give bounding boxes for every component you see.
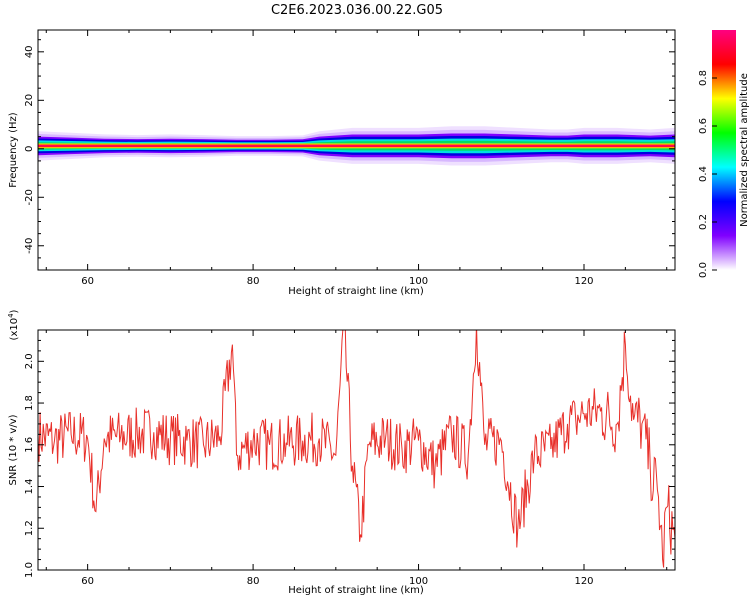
- y-tick-label: -40: [24, 238, 35, 254]
- colorbar-tick-label: 0.8: [698, 70, 709, 86]
- y-tick-label: 2.0: [24, 353, 35, 369]
- colorbar-tick-label: 0.4: [698, 166, 709, 182]
- snr-frame: [37, 329, 676, 571]
- colorbar-label: Normalized spectral amplitude: [739, 73, 750, 227]
- y-tick-label: 1.8: [24, 395, 35, 411]
- y-tick-label: 20: [24, 94, 35, 107]
- x-tick-label: 100: [409, 576, 428, 587]
- y-tick-label: 1.2: [24, 520, 35, 536]
- y-tick-label: 0: [24, 146, 35, 152]
- snr-xlabel: Height of straight line (km): [288, 585, 424, 596]
- colorbar-ticks: 0.0 0.2 0.4 0.6 0.8: [698, 70, 717, 278]
- heatmap-frame: [37, 29, 676, 271]
- snr-axes: 60 80 100 120 1.0 1.2 1.4 1.6 1.8 2.0: [24, 329, 675, 587]
- heatmap-xlabel: Height of straight line (km): [288, 286, 424, 297]
- y-tick-label: 40: [24, 45, 35, 58]
- colorbar-scale: [712, 30, 736, 270]
- colorbar-tick-label: 0.2: [698, 214, 709, 230]
- heatmap-axes: 60 80 100 120 -40 -20 0 20 40: [24, 30, 675, 287]
- heatmap-panel: 60 80 100 120 -40 -20 0 20 40 Height of straight…: [8, 29, 676, 297]
- y-tick-label: -20: [24, 189, 35, 205]
- x-tick-label: 120: [574, 276, 593, 287]
- x-tick-label: 80: [247, 576, 260, 587]
- x-tick-label: 60: [81, 276, 94, 287]
- colorbar-tick-label: 0.6: [698, 118, 709, 134]
- x-tick-label: 100: [409, 276, 428, 287]
- y-tick-label: 1.6: [24, 437, 35, 453]
- snr-ylabel: SNR (10 * v/v): [8, 414, 19, 485]
- snr-line: [38, 330, 675, 568]
- snr-series: [38, 330, 675, 568]
- x-tick-label: 60: [81, 576, 94, 587]
- colorbar: 0.0 0.2 0.4 0.6 0.8 Normalized spectral ampl…: [698, 30, 750, 278]
- y-tick-label: 1.4: [24, 479, 35, 495]
- heatmap-band: [38, 126, 675, 166]
- figure-title: C2E6.2023.036.00.22.G05: [271, 3, 443, 18]
- snr-scale-label: (x104): [7, 309, 20, 340]
- x-tick-label: 120: [574, 576, 593, 587]
- heatmap-ylabel: Frequency (Hz): [8, 112, 19, 188]
- y-tick-label: 1.0: [24, 562, 35, 578]
- x-tick-label: 80: [247, 276, 260, 287]
- snr-panel: 60 80 100 120 1.0 1.2 1.4 1.6 1.8 2.0 Height of s…: [7, 309, 676, 596]
- colorbar-tick-label: 0.0: [698, 262, 709, 278]
